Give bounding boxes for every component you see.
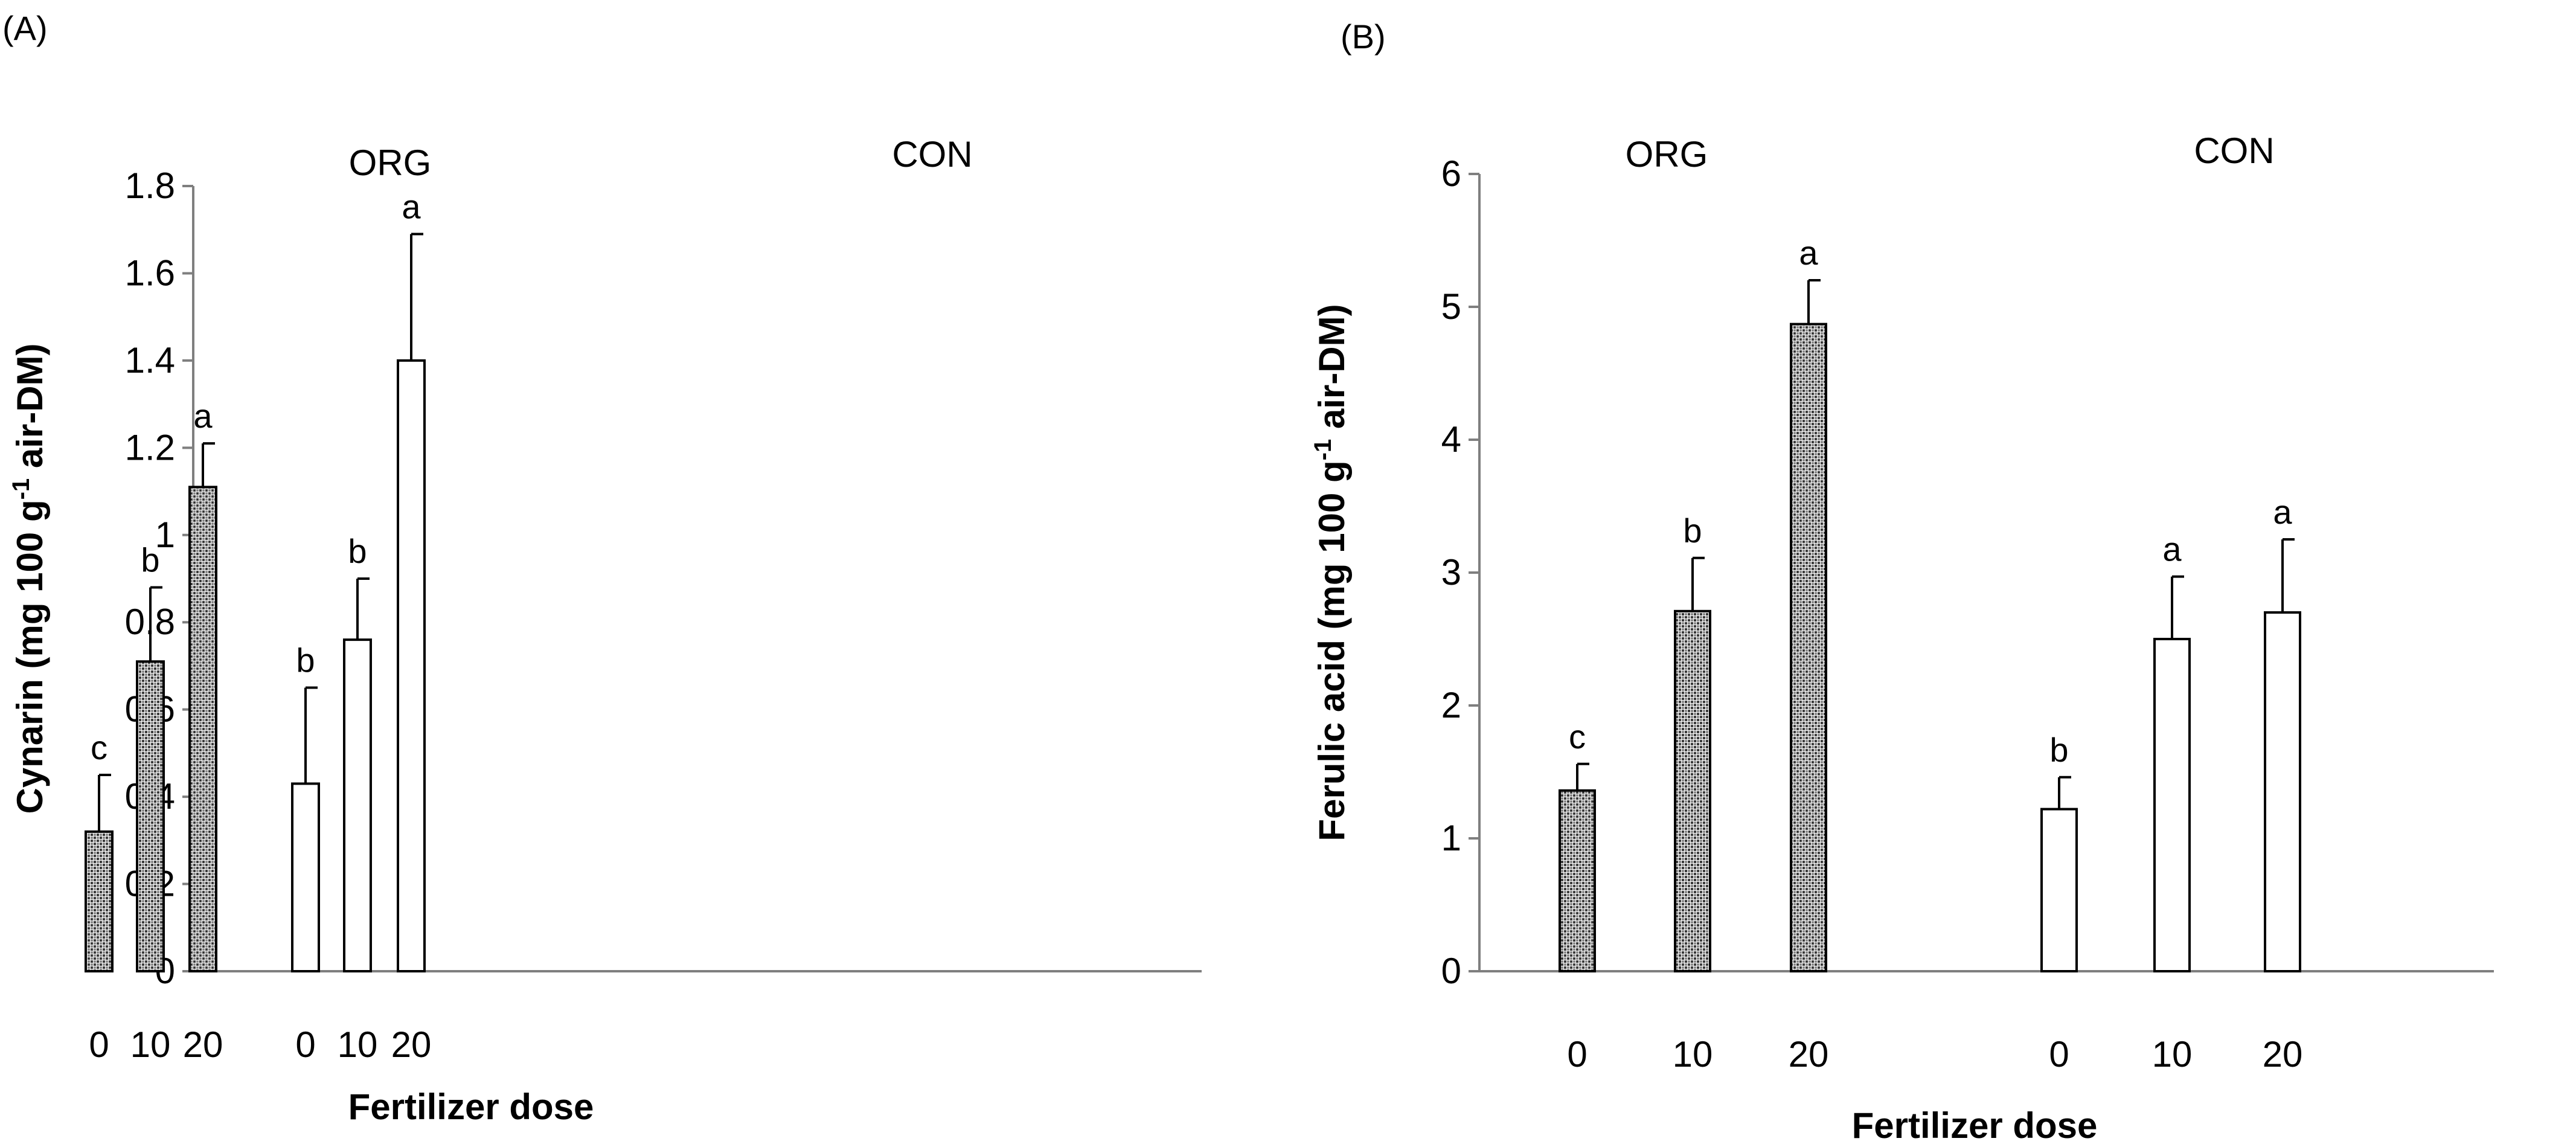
panel-b-x-axis-title: Fertilizer dose [1852,1105,2098,1146]
panel-b-y-axis-title-main: Ferulic acid (mg 100 g [1312,460,1352,841]
panel-b-y-tick-label: 5 [1441,286,1461,327]
panel-b-significance-letter: b [1683,512,1702,550]
panel-b-significance-letter: b [2049,731,2068,769]
panel-a-y-axis-title-end: air-DM) [10,343,50,478]
panel-b-y-tick-label: 3 [1441,552,1461,593]
panel-a-y-axis-title: Cynarin (mg 100 g-1 air-DM) [8,343,50,814]
panel-b-y-ticks: 0 1 2 3 4 5 6 [1441,153,1479,991]
panel-a-label: (A) [2,9,48,47]
panel-a-group-con-label: CON [892,134,972,175]
panel-a-x-axis-title: Fertilizer dose [348,1087,594,1127]
panel-a-x-tick-label: 0 [89,1024,109,1065]
panel-a-significance-letter: a [193,397,213,435]
panel-b-group-org-label: ORG [1626,134,1708,175]
panel-b-x-tick-label: 0 [2049,1034,2069,1075]
panel-b-y-axis-title-end: air-DM) [1312,304,1352,439]
panel-a-y-tick-label: 1.8 [125,165,175,206]
panel-b-y-tick-label: 6 [1441,153,1461,194]
panel-a-bar-con-10 [343,638,372,972]
panel-a-bar-org-20 [188,486,217,972]
panel-b-y-axis-title: Ferulic acid (mg 100 g-1 air-DM) [1310,304,1352,841]
panel-a-y-tick-label: 1.6 [125,252,175,293]
panel-b-significance-letter: a [2162,530,2182,568]
panel-b-significance-letter: a [2273,493,2292,531]
panel-b-x-tick-label: 10 [2152,1034,2193,1075]
panel-b-x-tick-label: 0 [1567,1034,1587,1075]
panel-a-significance-letter: b [141,541,159,579]
panel-b-y-tick-label: 0 [1441,951,1461,991]
panel-b-bar-con-0 [2040,808,2078,972]
panel-b-significance-letter: c [1569,718,1586,756]
panel-a-group-org-label: ORG [349,143,432,183]
panel-a-bar-org-0 [85,830,114,973]
panel-a-significance-letter: b [296,641,315,680]
panel-b-bar-con-10 [2153,638,2191,972]
panel-a-bars: c 0 b 10 a 20 b 0 b 10 a 20 [85,187,432,1065]
panel-b-y-axis-title-sup: -1 [1310,439,1336,461]
panel-a-x-tick-label: 20 [183,1024,223,1065]
panel-a-significance-letter: b [348,532,367,570]
panel-a-x-tick-label: 10 [338,1024,378,1065]
panel-b-x-tick-label: 20 [2263,1034,2303,1075]
panel-a-y-tick-label: 1.4 [125,340,175,381]
panel-b-x-tick-label: 20 [1789,1034,1829,1075]
panel-b-bar-con-20 [2264,611,2301,972]
panel-a-y-axis-title-sup: -1 [8,478,34,500]
panel-a-x-tick-label: 20 [391,1024,432,1065]
panel-b-x-tick-label: 10 [1673,1034,1713,1075]
panel-a-y-tick-label: 1.2 [125,427,175,467]
panel-b-group-con-label: CON [2194,130,2274,171]
chart-panel-a: (A) 00.20.40.60.811.21.41.61.8 c0b10a20b… [2,9,1202,1127]
panel-a-significance-letter: c [91,728,107,766]
panel-b-label: (B) [1341,18,1386,56]
panel-b-bar-org-10 [1674,609,1711,972]
panel-b-y-tick-label: 2 [1441,685,1461,725]
panel-a-x-tick-label: 10 [130,1024,171,1065]
panel-b-y-tick-label: 4 [1441,419,1461,460]
panel-a-bar-con-20 [397,359,426,972]
panel-a-x-tick-label: 0 [295,1024,315,1065]
panel-a-bar-con-0 [291,782,320,972]
panel-a-y-axis-title-main: Cynarin (mg 100 g [10,500,50,814]
panel-b-y-tick-label: 1 [1441,818,1461,858]
panel-a-bar-org-10 [136,660,165,972]
panel-b-bars: c 0 b 10 a 20 b 0 a 10 a 20 [1559,234,2303,1075]
panel-b-significance-letter: a [1799,234,1818,272]
panel-b-bar-org-0 [1559,789,1596,973]
panel-a-y-tick-label: 1 [155,515,175,555]
panel-b-bar-org-20 [1790,323,1827,972]
chart-panel-b: (B) 0 1 2 3 4 5 6 c 0 b 10 a 20 b 0 a 10 a 20 ORG CON Fer… [1310,18,2494,1146]
panel-a-significance-letter: a [402,187,421,225]
